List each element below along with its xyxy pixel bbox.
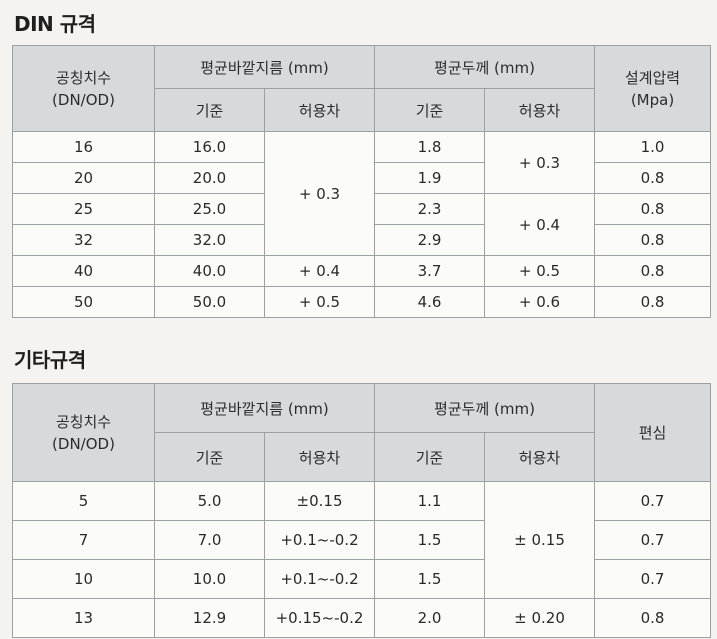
cell-wt: 1.1 bbox=[374, 481, 485, 521]
header-wt-tolerance: 허용차 bbox=[484, 88, 595, 132]
cell-pressure: 0.8 bbox=[594, 224, 711, 256]
header-nominal-size: 공칭치수 (DN/OD) bbox=[12, 45, 155, 132]
cell-size: 7 bbox=[12, 520, 155, 560]
cell-wt: 3.7 bbox=[374, 255, 485, 287]
table-row: 16 16.0 + 0.3 1.8 + 0.3 1.0 bbox=[12, 131, 711, 256]
cell-wt-tolerance: + 0.3 bbox=[484, 131, 595, 194]
table-row: 13 12.9 +0.15~-0.2 2.0 ± 0.20 0.8 bbox=[12, 598, 711, 638]
cell-size: 5 bbox=[12, 481, 155, 521]
cell-pressure: 1.0 bbox=[594, 131, 711, 163]
cell-wt-tolerance: ± 0.20 bbox=[484, 598, 595, 638]
table-row: 40 40.0 + 0.4 3.7 + 0.5 0.8 bbox=[12, 255, 711, 287]
header-wall-thickness: 평균두께 (mm) bbox=[374, 45, 595, 89]
cell-wt: 1.5 bbox=[374, 559, 485, 599]
cell-od-tolerance: + 0.4 bbox=[264, 255, 375, 287]
table-row: 5 5.0 ±0.15 1.1 ± 0.15 0.7 bbox=[12, 481, 711, 599]
cell-wt: 2.9 bbox=[374, 224, 485, 256]
table-row: 32 32.0 2.9 0.8 bbox=[12, 224, 711, 256]
din-section-title: DIN 규격 bbox=[14, 12, 96, 36]
header-nominal-size: 공칭치수 (DN/OD) bbox=[12, 383, 155, 482]
cell-wt: 4.6 bbox=[374, 286, 485, 318]
cell-od: 25.0 bbox=[154, 193, 265, 225]
table-row: 25 25.0 2.3 + 0.4 0.8 bbox=[12, 193, 711, 256]
cell-od-tolerance: + 0.5 bbox=[264, 286, 375, 318]
cell-od: 20.0 bbox=[154, 162, 265, 194]
header-design-pressure: 설계압력 (Mpa) bbox=[594, 45, 711, 132]
cell-size: 40 bbox=[12, 255, 155, 287]
cell-wt: 1.8 bbox=[374, 131, 485, 163]
cell-eccentricity: 0.7 bbox=[594, 520, 711, 560]
cell-wt: 1.5 bbox=[374, 520, 485, 560]
cell-pressure: 0.8 bbox=[594, 193, 711, 225]
header-wt-standard: 기준 bbox=[374, 432, 485, 482]
cell-size: 50 bbox=[12, 286, 155, 318]
cell-od-tolerance: + 0.3 bbox=[264, 131, 375, 256]
table-row: 20 20.0 1.9 0.8 bbox=[12, 162, 711, 194]
header-od-standard: 기준 bbox=[154, 88, 265, 132]
header-wt-tolerance: 허용차 bbox=[484, 432, 595, 482]
cell-od: 16.0 bbox=[154, 131, 265, 163]
cell-size: 32 bbox=[12, 224, 155, 256]
cell-eccentricity: 0.8 bbox=[594, 598, 711, 638]
header-wall-thickness: 평균두께 (mm) bbox=[374, 383, 595, 433]
cell-size: 20 bbox=[12, 162, 155, 194]
cell-od: 32.0 bbox=[154, 224, 265, 256]
header-wt-standard: 기준 bbox=[374, 88, 485, 132]
cell-wt-tolerance: + 0.4 bbox=[484, 193, 595, 256]
cell-od-tolerance: +0.1~-0.2 bbox=[264, 559, 375, 599]
cell-od: 7.0 bbox=[154, 520, 265, 560]
cell-wt: 2.3 bbox=[374, 193, 485, 225]
table-row: 10 10.0 +0.1~-0.2 1.5 0.7 bbox=[12, 559, 711, 599]
header-eccentricity: 편심 bbox=[594, 383, 711, 482]
header-od-tolerance: 허용차 bbox=[264, 432, 375, 482]
header-od-tolerance: 허용차 bbox=[264, 88, 375, 132]
cell-wt-tolerance: + 0.6 bbox=[484, 286, 595, 318]
cell-size: 13 bbox=[12, 598, 155, 638]
header-od-standard: 기준 bbox=[154, 432, 265, 482]
other-spec-table: 공칭치수 (DN/OD) 평균바깥지름 (mm) 평균두께 (mm) 편심 기준 … bbox=[12, 383, 711, 638]
cell-wt: 1.9 bbox=[374, 162, 485, 194]
cell-od-tolerance: +0.15~-0.2 bbox=[264, 598, 375, 638]
cell-od: 50.0 bbox=[154, 286, 265, 318]
cell-wt: 2.0 bbox=[374, 598, 485, 638]
cell-size: 25 bbox=[12, 193, 155, 225]
table-row: 7 7.0 +0.1~-0.2 1.5 0.7 bbox=[12, 520, 711, 560]
cell-size: 16 bbox=[12, 131, 155, 163]
cell-wt-tolerance: ± 0.15 bbox=[484, 481, 595, 599]
cell-od: 5.0 bbox=[154, 481, 265, 521]
cell-wt-tolerance: + 0.5 bbox=[484, 255, 595, 287]
table-row: 50 50.0 + 0.5 4.6 + 0.6 0.8 bbox=[12, 286, 711, 318]
cell-od: 10.0 bbox=[154, 559, 265, 599]
cell-pressure: 0.8 bbox=[594, 255, 711, 287]
cell-od: 40.0 bbox=[154, 255, 265, 287]
cell-size: 10 bbox=[12, 559, 155, 599]
header-outer-diameter: 평균바깥지름 (mm) bbox=[154, 45, 375, 89]
din-spec-table: 공칭치수 (DN/OD) 평균바깥지름 (mm) 평균두께 (mm) 설계압력 (M… bbox=[12, 45, 711, 318]
cell-pressure: 0.8 bbox=[594, 286, 711, 318]
cell-od-tolerance: ±0.15 bbox=[264, 481, 375, 521]
other-section-title: 기타규격 bbox=[14, 348, 86, 372]
cell-pressure: 0.8 bbox=[594, 162, 711, 194]
cell-od-tolerance: +0.1~-0.2 bbox=[264, 520, 375, 560]
cell-eccentricity: 0.7 bbox=[594, 481, 711, 521]
header-outer-diameter: 평균바깥지름 (mm) bbox=[154, 383, 375, 433]
cell-eccentricity: 0.7 bbox=[594, 559, 711, 599]
cell-od: 12.9 bbox=[154, 598, 265, 638]
